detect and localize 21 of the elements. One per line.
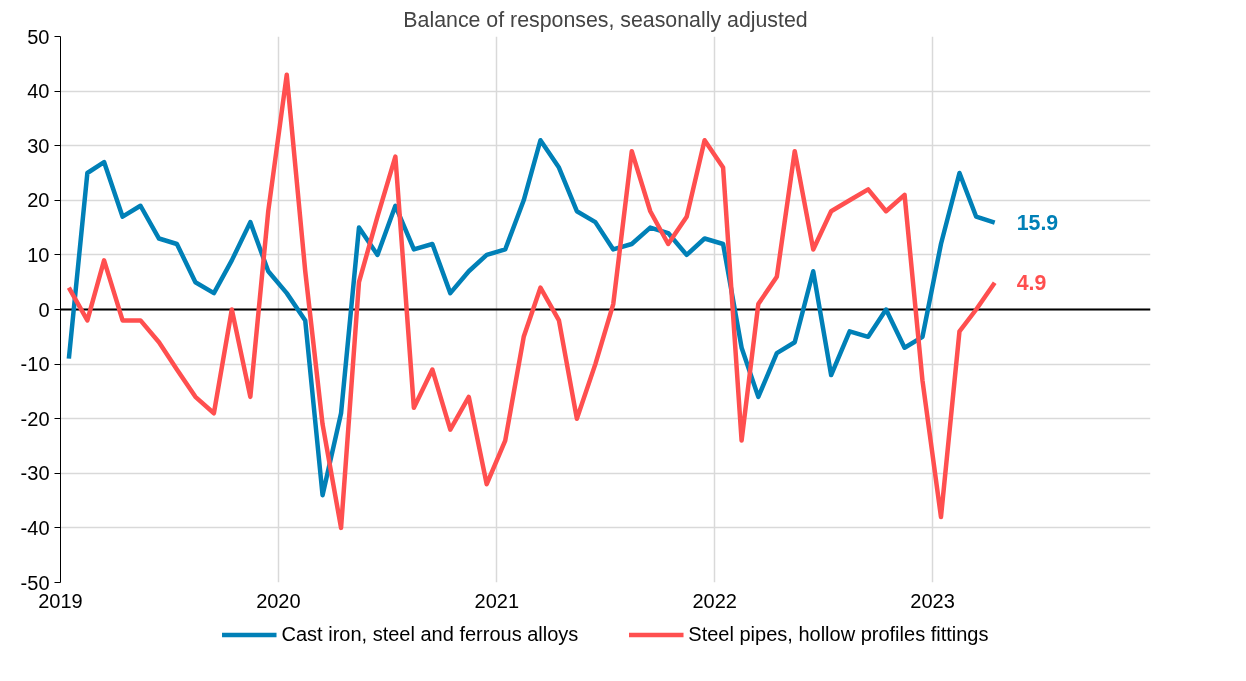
y-tick-label: 30 — [27, 134, 50, 157]
y-tick-label: 0 — [38, 298, 50, 321]
line-series — [66, 72, 997, 531]
annotation: 15.9 — [1016, 211, 1059, 236]
x-tick-label: 2021 — [474, 589, 520, 612]
y-tick-label: 20 — [27, 189, 50, 212]
legend-label: Steel pipes, hollow profiles fittings — [688, 622, 989, 646]
y-tick-label: -10 — [20, 353, 50, 376]
chart-title: Balance of responses, seasonally adjusted — [403, 7, 808, 32]
legend-label: Cast iron, steel and ferrous alloys — [281, 622, 579, 646]
y-tick-label: -40 — [20, 516, 50, 539]
y-tick-label: 40 — [27, 80, 50, 103]
y-tick-label: -30 — [20, 462, 50, 485]
y-tick-label: 50 — [27, 25, 50, 48]
line-series — [66, 137, 997, 498]
x-tick-label: 2023 — [910, 589, 955, 612]
x-tick-label: 2020 — [256, 589, 301, 612]
annotation: 4.9 — [1016, 271, 1047, 296]
x-tick-label: 2022 — [692, 589, 737, 612]
y-tick-label: 10 — [27, 243, 50, 266]
y-tick-label: -20 — [20, 407, 50, 430]
